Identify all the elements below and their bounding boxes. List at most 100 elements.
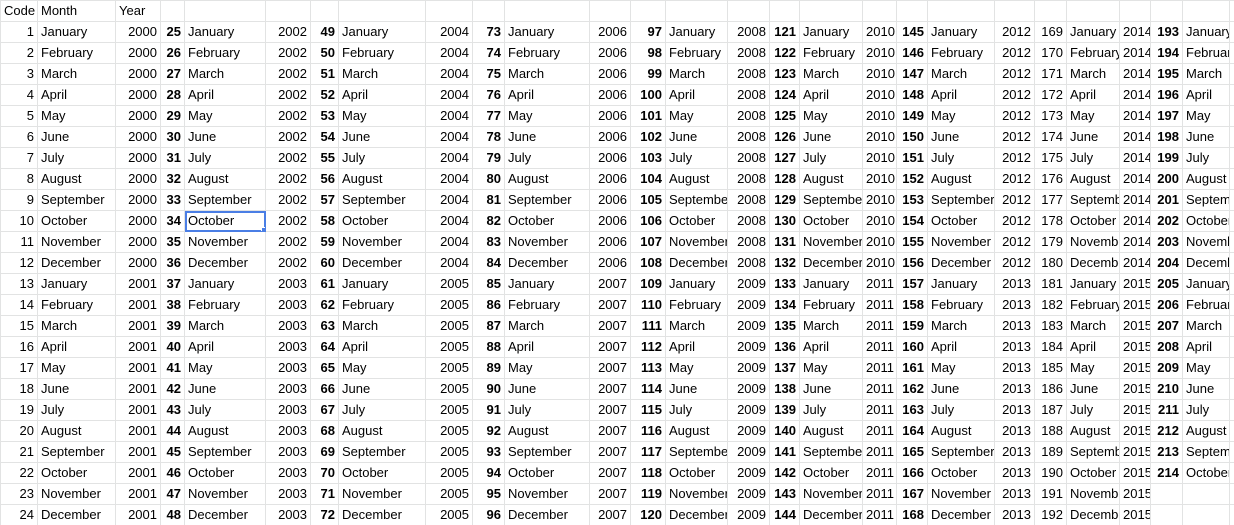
- table-cell[interactable]: September: [37, 189, 116, 211]
- table-cell[interactable]: April: [37, 336, 116, 358]
- table-cell[interactable]: 64: [310, 336, 339, 358]
- table-cell[interactable]: 103: [630, 147, 666, 169]
- table-cell[interactable]: 2006: [589, 252, 631, 274]
- table-cell[interactable]: 190: [1034, 462, 1067, 484]
- table-cell[interactable]: 2015: [1119, 483, 1151, 505]
- table-cell[interactable]: 172: [1034, 84, 1067, 106]
- table-cell[interactable]: 2007: [589, 294, 631, 316]
- table-cell[interactable]: 9: [0, 189, 38, 211]
- table-cell[interactable]: 86: [472, 294, 505, 316]
- table-cell[interactable]: 14: [0, 294, 38, 316]
- table-cell[interactable]: 2012: [994, 147, 1035, 169]
- table-cell[interactable]: 2003: [265, 483, 311, 505]
- table-cell[interactable]: 2004: [425, 63, 473, 85]
- table-cell[interactable]: February: [1066, 294, 1120, 316]
- table-cell[interactable]: 2004: [425, 231, 473, 253]
- table-cell[interactable]: May: [799, 357, 863, 379]
- table-cell[interactable]: 2008: [727, 252, 770, 274]
- table-cell[interactable]: 2017: [1229, 462, 1234, 484]
- table-cell[interactable]: 131: [769, 231, 800, 253]
- table-cell[interactable]: 2016: [1229, 84, 1234, 106]
- table-cell[interactable]: 10: [0, 210, 38, 232]
- table-cell[interactable]: February: [799, 294, 863, 316]
- table-cell[interactable]: 149: [896, 105, 928, 127]
- table-cell[interactable]: 72: [310, 504, 339, 525]
- table-cell[interactable]: 92: [472, 420, 505, 442]
- table-cell[interactable]: 2000: [115, 252, 161, 274]
- table-cell[interactable]: 2017: [1229, 357, 1234, 379]
- table-cell[interactable]: 123: [769, 63, 800, 85]
- table-cell[interactable]: 2005: [425, 420, 473, 442]
- header-cell[interactable]: [338, 0, 426, 22]
- table-cell[interactable]: July: [799, 147, 863, 169]
- table-cell[interactable]: October: [338, 210, 426, 232]
- table-cell[interactable]: 2006: [589, 63, 631, 85]
- table-cell[interactable]: 2002: [265, 84, 311, 106]
- table-cell[interactable]: 2013: [994, 399, 1035, 421]
- table-cell[interactable]: 7: [0, 147, 38, 169]
- table-cell[interactable]: July: [37, 399, 116, 421]
- table-cell[interactable]: April: [1182, 336, 1230, 358]
- table-cell[interactable]: September: [338, 189, 426, 211]
- table-cell[interactable]: 77: [472, 105, 505, 127]
- table-cell[interactable]: 2000: [115, 126, 161, 148]
- header-cell[interactable]: [630, 0, 666, 22]
- table-cell[interactable]: 30: [160, 126, 185, 148]
- table-cell[interactable]: 2010: [862, 21, 897, 43]
- header-cell[interactable]: [727, 0, 770, 22]
- table-cell[interactable]: November: [665, 483, 728, 505]
- table-cell[interactable]: 207: [1150, 315, 1183, 337]
- table-cell[interactable]: 2012: [994, 252, 1035, 274]
- table-cell[interactable]: October: [799, 210, 863, 232]
- table-cell[interactable]: 2003: [265, 420, 311, 442]
- table-cell[interactable]: 183: [1034, 315, 1067, 337]
- table-cell[interactable]: 55: [310, 147, 339, 169]
- table-cell[interactable]: July: [1182, 399, 1230, 421]
- table-cell[interactable]: 52: [310, 84, 339, 106]
- table-cell[interactable]: 199: [1150, 147, 1183, 169]
- table-cell[interactable]: 2011: [862, 504, 897, 525]
- table-cell[interactable]: September: [184, 189, 266, 211]
- table-cell[interactable]: January: [184, 21, 266, 43]
- table-cell[interactable]: 2016: [1229, 231, 1234, 253]
- table-cell[interactable]: April: [504, 84, 590, 106]
- table-cell[interactable]: 2014: [1119, 21, 1151, 43]
- table-cell[interactable]: May: [37, 105, 116, 127]
- table-cell[interactable]: 198: [1150, 126, 1183, 148]
- table-cell[interactable]: 184: [1034, 336, 1067, 358]
- table-cell[interactable]: May: [1066, 105, 1120, 127]
- table-cell[interactable]: [1150, 483, 1183, 505]
- table-cell[interactable]: 2000: [115, 105, 161, 127]
- table-cell[interactable]: 71: [310, 483, 339, 505]
- table-cell[interactable]: 2013: [994, 504, 1035, 525]
- table-cell[interactable]: 96: [472, 504, 505, 525]
- table-cell[interactable]: December: [1066, 504, 1120, 525]
- table-cell[interactable]: 11: [0, 231, 38, 253]
- table-cell[interactable]: March: [1066, 63, 1120, 85]
- table-cell[interactable]: 2001: [115, 441, 161, 463]
- table-cell[interactable]: 118: [630, 462, 666, 484]
- table-cell[interactable]: April: [799, 84, 863, 106]
- table-cell[interactable]: 80: [472, 168, 505, 190]
- table-cell[interactable]: 130: [769, 210, 800, 232]
- table-cell[interactable]: 2008: [727, 231, 770, 253]
- table-cell[interactable]: July: [37, 147, 116, 169]
- table-cell[interactable]: February: [799, 42, 863, 64]
- table-cell[interactable]: 2002: [265, 189, 311, 211]
- header-cell[interactable]: Month: [37, 0, 116, 22]
- table-cell[interactable]: March: [504, 63, 590, 85]
- table-cell[interactable]: February: [338, 294, 426, 316]
- table-cell[interactable]: January: [927, 273, 995, 295]
- table-cell[interactable]: 127: [769, 147, 800, 169]
- table-cell[interactable]: 95: [472, 483, 505, 505]
- table-cell[interactable]: March: [184, 315, 266, 337]
- table-cell[interactable]: 2000: [115, 147, 161, 169]
- table-cell[interactable]: July: [504, 399, 590, 421]
- table-cell[interactable]: January: [1182, 21, 1230, 43]
- table-cell[interactable]: December: [799, 252, 863, 274]
- table-cell[interactable]: June: [1066, 378, 1120, 400]
- table-cell[interactable]: August: [338, 168, 426, 190]
- table-cell[interactable]: 214: [1150, 462, 1183, 484]
- table-cell[interactable]: 179: [1034, 231, 1067, 253]
- table-cell[interactable]: June: [184, 126, 266, 148]
